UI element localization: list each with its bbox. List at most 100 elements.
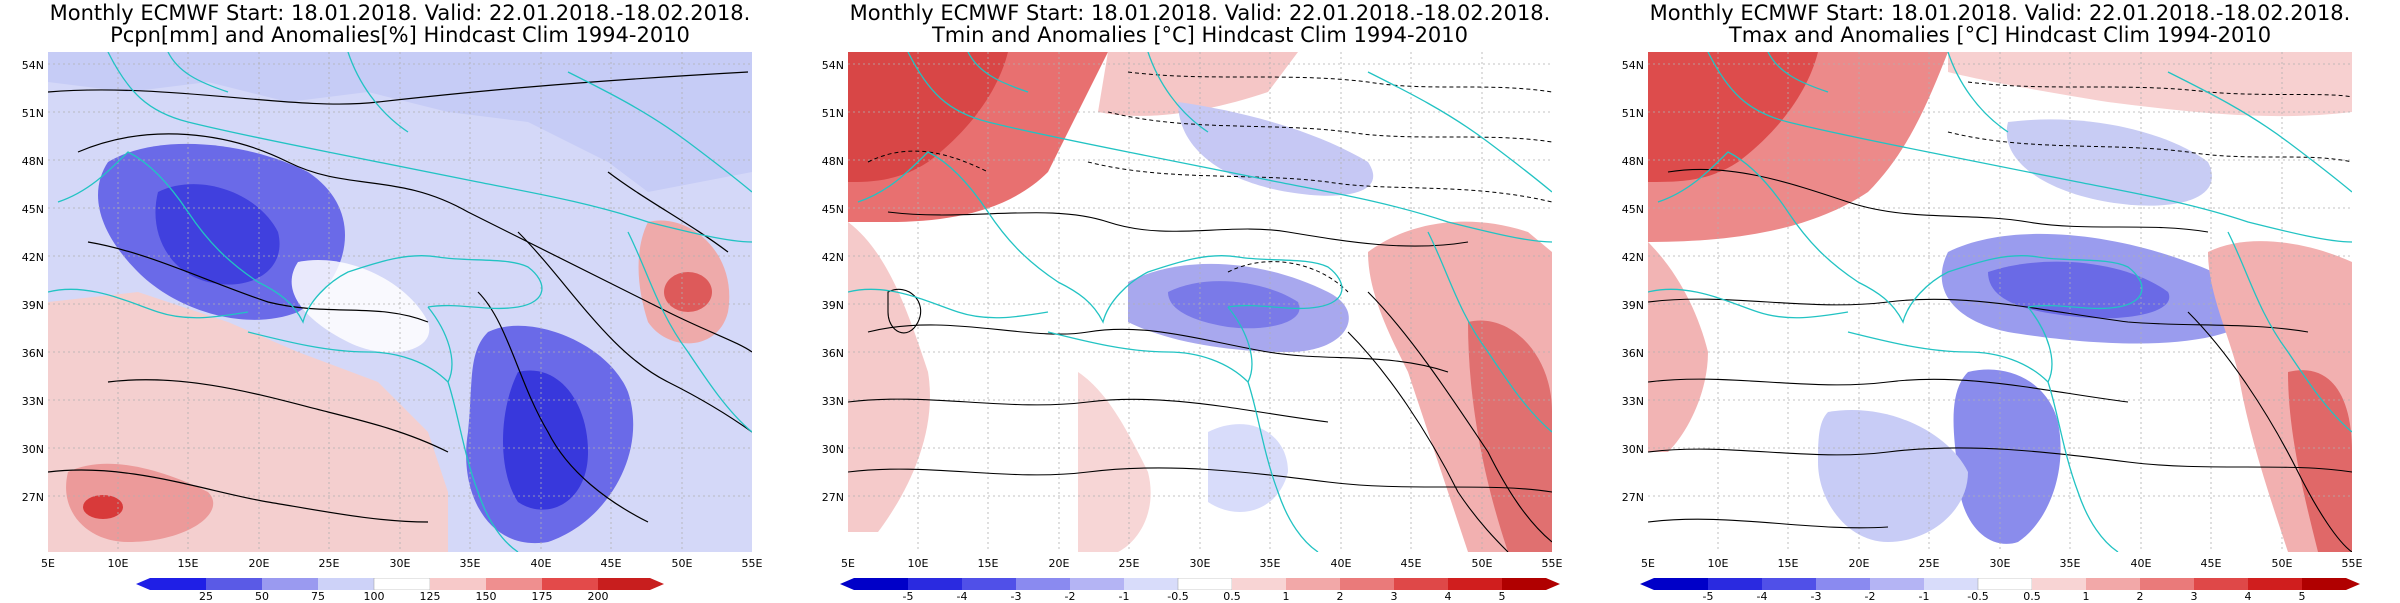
lat-label: 36N (821, 347, 844, 360)
lon-label: 40E (1330, 557, 1352, 570)
lat-label: 42N (821, 251, 844, 264)
lat-label: 45N (1621, 203, 1644, 216)
lon-label: 15E (977, 557, 999, 570)
colorbar-label: 150 (475, 590, 497, 603)
lon-label: 20E (248, 557, 270, 570)
lon-label: 50E (2271, 557, 2293, 570)
colorbar-label: -4 (956, 590, 968, 603)
colorbar-label: -0.5 (1967, 590, 1989, 603)
lat-label: 54N (821, 59, 844, 72)
colorbar-label: 3 (1390, 590, 1398, 603)
precip-anomaly-map (48, 52, 752, 552)
lon-label: 50E (671, 557, 693, 570)
lat-label: 39N (1621, 299, 1644, 312)
lat-label: 48N (1621, 155, 1644, 168)
lat-label: 45N (21, 203, 44, 216)
colorbar-label: 175 (531, 590, 553, 603)
lon-label: 40E (530, 557, 552, 570)
lat-label: 42N (21, 251, 44, 264)
lon-label: 20E (1848, 557, 1870, 570)
panel-title-line1: Monthly ECMWF Start: 18.01.2018. Valid: … (849, 1, 1551, 25)
panel-title-line1: Monthly ECMWF Start: 18.01.2018. Valid: … (1649, 1, 2351, 25)
lon-label: 35E (1259, 557, 1281, 570)
lat-label: 33N (1621, 395, 1644, 408)
colorbar-label: -0.5 (1167, 590, 1189, 603)
colorbar-label: 50 (255, 590, 269, 603)
panel-title-line2: Tmin and Anomalies [°C] Hindcast Clim 19… (931, 23, 1469, 47)
lon-label: 5E (1641, 557, 1655, 570)
lat-label: 51N (21, 107, 44, 120)
colorbar-label: -3 (1810, 590, 1822, 603)
lon-label: 30E (389, 557, 411, 570)
lon-label: 30E (1189, 557, 1211, 570)
lat-label: 48N (821, 155, 844, 168)
lon-label: 25E (318, 557, 340, 570)
panel-title-line2: Pcpn[mm] and Anomalies[%] Hindcast Clim … (110, 23, 690, 47)
colorbar-label: -2 (1064, 590, 1076, 603)
colorbar-label: -5 (1702, 590, 1714, 603)
lon-label: 55E (2341, 557, 2363, 570)
lon-label: 25E (1918, 557, 1940, 570)
tmin-anomaly-map (848, 52, 1552, 552)
lat-label: 54N (21, 59, 44, 72)
lon-label: 15E (1777, 557, 1799, 570)
colorbar-label: 2 (1336, 590, 1344, 603)
colorbar-label: 1 (2082, 590, 2090, 603)
lat-label: 42N (1621, 251, 1644, 264)
lon-label: 45E (600, 557, 622, 570)
lat-label: 48N (21, 155, 44, 168)
lon-label: 35E (459, 557, 481, 570)
lat-label: 27N (821, 491, 844, 504)
colorbar-label: 2 (2136, 590, 2144, 603)
colorbar-label: 0.5 (2023, 590, 2041, 603)
lat-label: 30N (1621, 443, 1644, 456)
lon-label: 45E (2200, 557, 2222, 570)
colorbar-label: 3 (2190, 590, 2198, 603)
colorbar-label: -4 (1756, 590, 1768, 603)
lat-label: 27N (1621, 491, 1644, 504)
colorbar-label: -5 (902, 590, 914, 603)
colorbar-label: 75 (311, 590, 325, 603)
panel-tmax: Monthly ECMWF Start: 18.01.2018. Valid: … (1600, 0, 2400, 603)
lat-label: 30N (21, 443, 44, 456)
lon-label: 10E (1707, 557, 1729, 570)
lat-label: 33N (821, 395, 844, 408)
lat-label: 54N (1621, 59, 1644, 72)
lon-label: 55E (741, 557, 763, 570)
lon-label: 30E (1989, 557, 2011, 570)
lat-label: 39N (821, 299, 844, 312)
lon-label: 10E (907, 557, 929, 570)
colorbar (840, 578, 1560, 590)
colorbar-label: -2 (1864, 590, 1876, 603)
panel-title-line1: Monthly ECMWF Start: 18.01.2018. Valid: … (49, 1, 751, 25)
lon-label: 10E (107, 557, 129, 570)
panel-precipitation: Monthly ECMWF Start: 18.01.2018. Valid: … (0, 0, 800, 603)
lon-label: 35E (2059, 557, 2081, 570)
lat-label: 36N (1621, 347, 1644, 360)
colorbar-label: 4 (2244, 590, 2252, 603)
lon-label: 5E (841, 557, 855, 570)
lat-label: 51N (821, 107, 844, 120)
colorbar (136, 578, 664, 590)
lon-label: 15E (177, 557, 199, 570)
colorbar-label: 100 (363, 590, 385, 603)
lon-label: 50E (1471, 557, 1493, 570)
lat-label: 36N (21, 347, 44, 360)
colorbar-label: -1 (1118, 590, 1130, 603)
lat-label: 27N (21, 491, 44, 504)
colorbar-label: -3 (1010, 590, 1022, 603)
colorbar (1640, 578, 2360, 590)
lat-label: 33N (21, 395, 44, 408)
colorbar-label: 25 (199, 590, 213, 603)
lat-label: 51N (1621, 107, 1644, 120)
colorbar-label: 125 (419, 590, 441, 603)
lon-label: 5E (41, 557, 55, 570)
tmax-anomaly-map (1648, 52, 2352, 552)
lat-label: 39N (21, 299, 44, 312)
lon-label: 45E (1400, 557, 1422, 570)
panel-tmin: Monthly ECMWF Start: 18.01.2018. Valid: … (800, 0, 1600, 603)
colorbar-label: 5 (1498, 590, 1506, 603)
lon-label: 20E (1048, 557, 1070, 570)
colorbar-label: 1 (1282, 590, 1290, 603)
colorbar-label: 5 (2298, 590, 2306, 603)
